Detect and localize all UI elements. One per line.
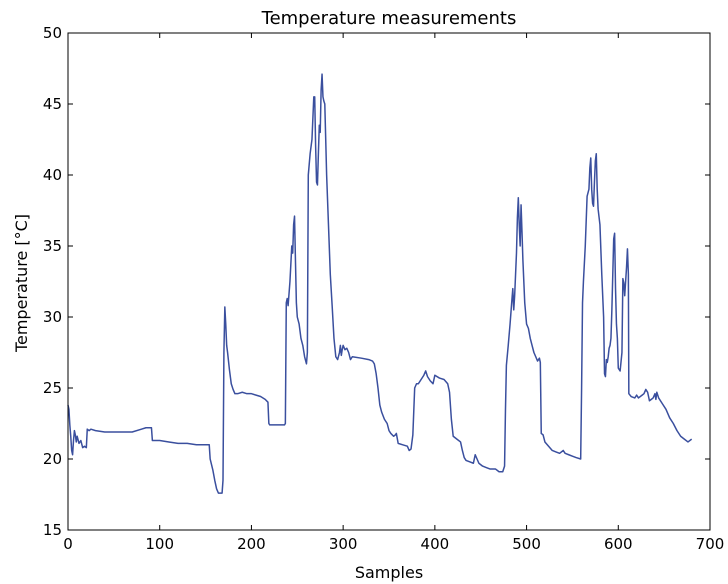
x-tick-label: 500 bbox=[512, 535, 541, 553]
x-tick-label: 100 bbox=[145, 535, 174, 553]
x-tick-label: 700 bbox=[696, 535, 725, 553]
y-tick-label: 15 bbox=[43, 521, 62, 539]
plot-area: 0 100 200 300 400 500 600 700 15 20 25 30 35 40 45 50 bbox=[43, 24, 724, 553]
x-tick-label: 300 bbox=[329, 535, 358, 553]
x-axis-title: Samples bbox=[355, 563, 423, 582]
x-tick-label: 400 bbox=[421, 535, 450, 553]
y-tick-label: 20 bbox=[43, 450, 62, 468]
x-tick-label: 0 bbox=[63, 535, 73, 553]
y-tick-label: 25 bbox=[43, 379, 62, 397]
y-tick-label: 30 bbox=[43, 308, 62, 326]
x-tick-label: 600 bbox=[604, 535, 633, 553]
chart-title: Temperature measurements bbox=[261, 8, 517, 29]
series-line-0 bbox=[67, 73, 693, 494]
y-tick-label: 50 bbox=[43, 24, 62, 42]
y-tick-label: 35 bbox=[43, 237, 62, 255]
x-tick-label: 200 bbox=[237, 535, 266, 553]
y-tick-label: 45 bbox=[43, 95, 62, 113]
plot-frame bbox=[67, 32, 711, 531]
y-tick-label: 40 bbox=[43, 166, 62, 184]
y-axis-title: Temperature [°C] bbox=[12, 214, 31, 353]
